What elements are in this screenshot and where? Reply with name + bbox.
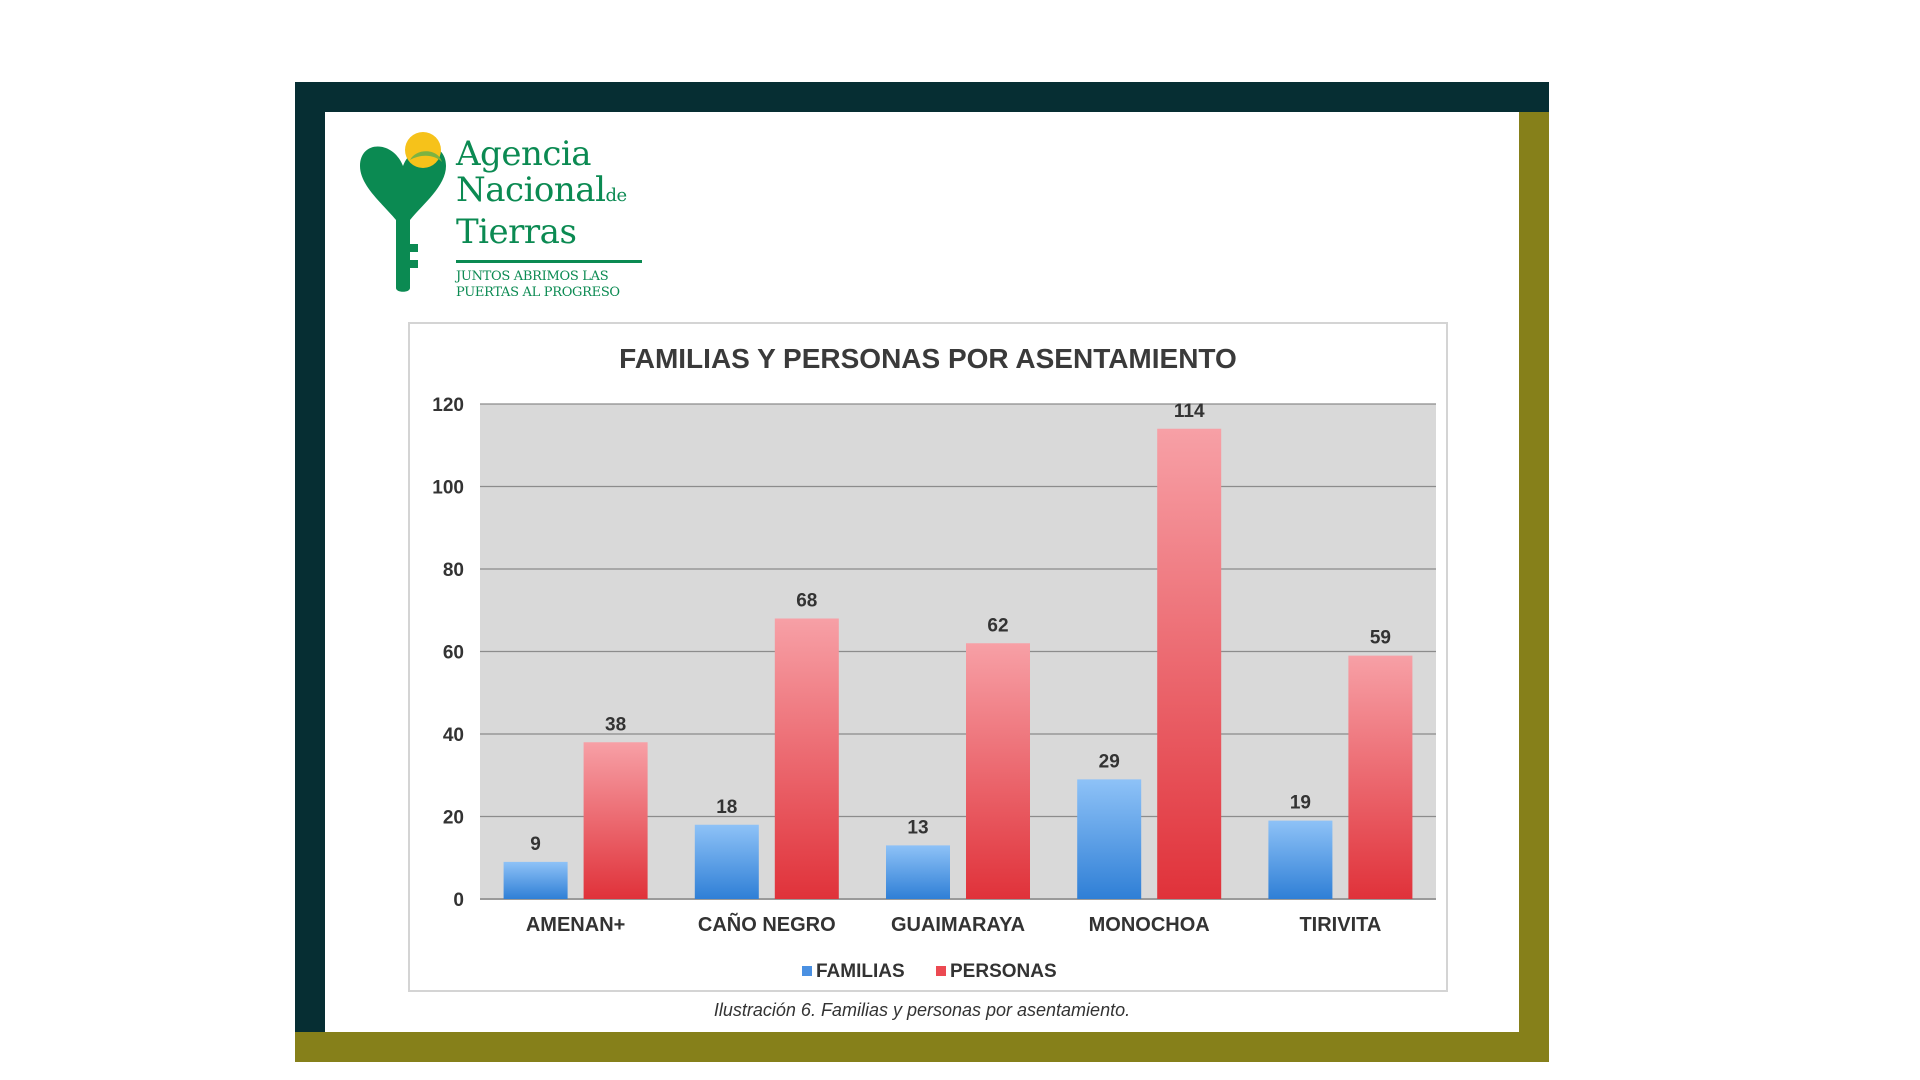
data-label: 38 (605, 714, 626, 735)
legend-label: PERSONAS (950, 961, 1057, 982)
y-tick-label: 40 (443, 725, 464, 746)
y-tick-label: 80 (443, 560, 464, 581)
x-category-label: CAÑO NEGRO (698, 913, 836, 936)
y-tick-label: 100 (432, 478, 464, 499)
data-label: 13 (907, 817, 928, 838)
figure-caption: Ilustración 6. Familias y personas por a… (713, 1000, 1131, 1020)
data-label: 62 (987, 615, 1008, 636)
bar-chart: FAMILIAS Y PERSONAS POR ASENTAMIENTO 0 20… (432, 343, 1436, 982)
data-label: 18 (716, 797, 737, 818)
logo-line-2-text: Nacional (456, 170, 606, 210)
chart-container: FAMILIAS Y PERSONAS POR ASENTAMIENTO 0 20… (408, 322, 1448, 992)
data-label: 19 (1290, 793, 1311, 814)
logo-line-3: Tierras (456, 212, 577, 252)
y-tick-label: 120 (432, 395, 464, 416)
frame-left-bar (295, 82, 325, 1032)
y-tick-label: 20 (443, 808, 464, 829)
personas-bar (774, 618, 839, 899)
logo-line-2: Nacionalde (456, 172, 642, 214)
familias-bar (1268, 820, 1333, 899)
legend-label: FAMILIAS (816, 961, 905, 982)
frame-top-bar (295, 82, 1549, 112)
logo-tagline-1: JUNTOS ABRIMOS LAS (456, 269, 609, 284)
chart-title: FAMILIAS Y PERSONAS POR ASENTAMIENTO (619, 343, 1237, 374)
x-category-label: AMENAN+ (526, 914, 625, 936)
frame-bottom-bar (295, 1032, 1549, 1062)
data-label: 29 (1099, 751, 1120, 772)
agency-logo: Agencia Nacionalde Tierras JUNTOS ABRIMO… (358, 130, 658, 300)
familias-bar (694, 824, 759, 899)
key-heart-icon (360, 132, 446, 292)
logo-divider (456, 260, 642, 263)
logo-wordmark: Agencia Nacionalde Tierras JUNTOS ABRIMO… (456, 136, 642, 301)
frame-right-bar (1519, 112, 1549, 1062)
personas-bar (966, 643, 1030, 899)
logo-tagline-2: PUERTAS AL PROGRESO (456, 285, 620, 300)
x-category-label: MONOCHOA (1089, 914, 1210, 936)
personas-bar (1157, 428, 1222, 899)
logo-line-1: Agencia (456, 134, 592, 174)
personas-bar (583, 742, 648, 899)
logo-line-2-suffix: de (605, 185, 627, 206)
familias-bar (1077, 779, 1142, 899)
personas-legend-swatch (936, 966, 946, 976)
y-tick-label: 0 (453, 890, 464, 911)
familias-legend-swatch (802, 966, 812, 976)
x-category-label: TIRIVITA (1299, 914, 1381, 936)
x-category-label: GUAIMARAYA (891, 914, 1025, 936)
data-label: 9 (530, 834, 541, 855)
data-label: 59 (1370, 628, 1391, 649)
data-label: 68 (796, 591, 817, 612)
familias-bar (503, 861, 568, 899)
y-tick-label: 60 (443, 643, 464, 664)
personas-bar (1348, 655, 1413, 899)
data-label: 114 (1174, 401, 1205, 422)
familias-bar (886, 845, 950, 899)
